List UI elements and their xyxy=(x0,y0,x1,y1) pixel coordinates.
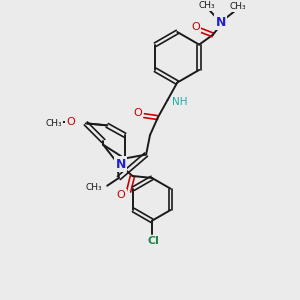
Text: O: O xyxy=(116,190,125,200)
Text: Cl: Cl xyxy=(148,236,160,246)
Text: O: O xyxy=(133,108,142,118)
Text: N: N xyxy=(215,16,226,29)
Text: CH₃: CH₃ xyxy=(199,1,215,10)
Text: CH₃: CH₃ xyxy=(230,2,246,11)
Text: NH: NH xyxy=(172,97,188,107)
Text: CH₃: CH₃ xyxy=(45,119,62,128)
Text: N: N xyxy=(116,158,126,171)
Text: O: O xyxy=(191,22,200,32)
Text: CH₃: CH₃ xyxy=(85,183,102,192)
Text: O: O xyxy=(67,118,76,128)
